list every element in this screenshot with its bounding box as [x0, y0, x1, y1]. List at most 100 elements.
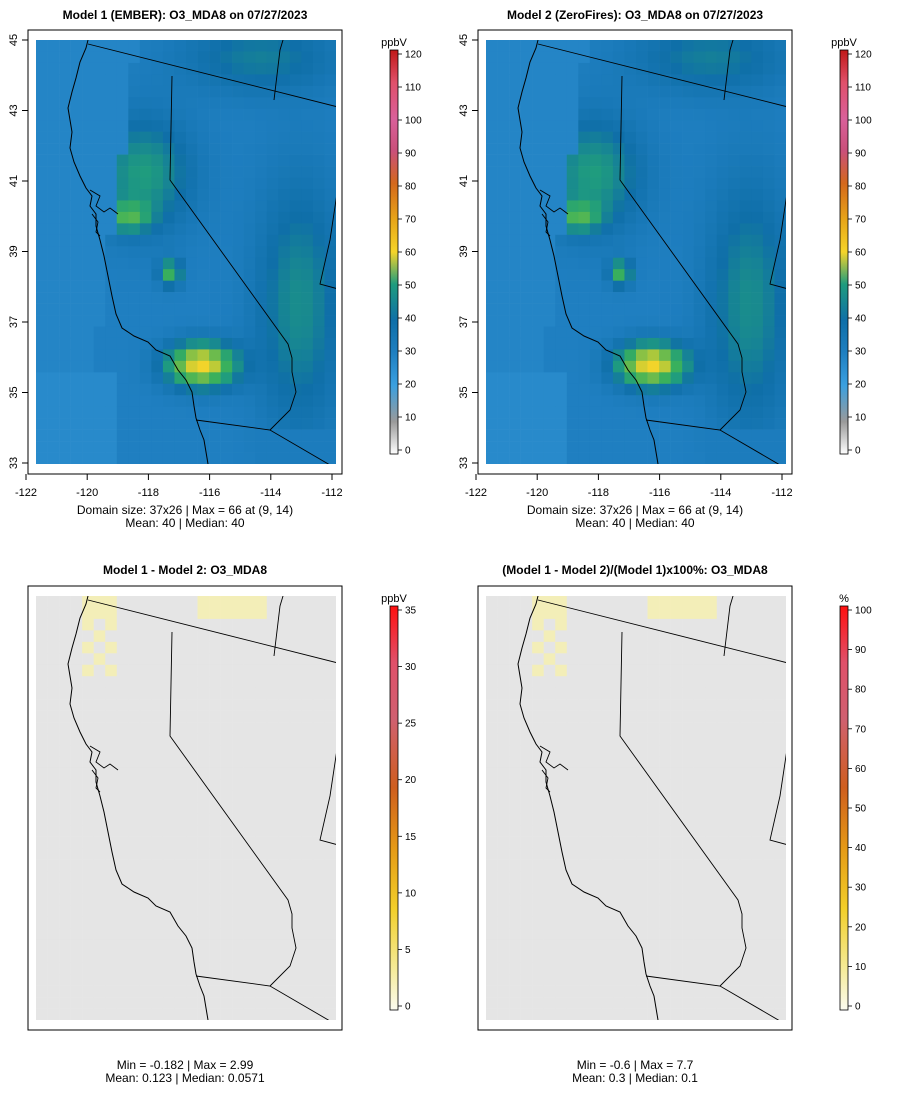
grid-cell	[116, 974, 129, 986]
grid-cell	[693, 836, 706, 849]
grid-cell	[647, 699, 660, 711]
grid-cell	[105, 395, 118, 407]
grid-cell	[682, 166, 694, 178]
grid-cell	[243, 51, 256, 64]
grid-cell	[532, 166, 544, 178]
grid-cell	[82, 790, 94, 803]
grid-cell	[762, 234, 775, 247]
grid-cell	[716, 62, 729, 75]
grid-cell	[209, 349, 221, 362]
grid-cell	[243, 395, 256, 407]
grid-cell	[486, 630, 498, 643]
grid-cell	[520, 62, 533, 75]
grid-cell	[139, 166, 152, 178]
grid-cell	[636, 360, 648, 373]
grid-cell	[543, 131, 556, 144]
grid-cell	[716, 596, 729, 608]
grid-cell	[532, 372, 544, 385]
grid-cell	[186, 802, 198, 815]
grid-cell	[670, 802, 683, 815]
grid-cell	[728, 269, 741, 281]
grid-cell	[105, 974, 118, 986]
grid-cell	[543, 836, 556, 849]
grid-cell	[774, 767, 786, 780]
grid-cell	[543, 337, 556, 350]
grid-cell	[82, 257, 94, 270]
grid-cell	[70, 257, 83, 270]
grid-cell	[739, 871, 752, 883]
grid-cell	[739, 85, 752, 98]
grid-cell	[278, 85, 291, 98]
grid-cell	[612, 154, 625, 167]
grid-cell	[739, 234, 752, 247]
grid-cell	[739, 429, 752, 442]
grid-cell	[497, 143, 510, 155]
grid-cell	[751, 429, 764, 442]
grid-cell	[647, 211, 660, 224]
grid-cell	[174, 452, 187, 464]
grid-cell	[682, 928, 694, 941]
grid-cell	[93, 360, 106, 373]
grid-cell	[255, 710, 268, 723]
grid-cell	[578, 985, 591, 998]
grid-cell	[670, 337, 683, 350]
grid-cell	[647, 120, 660, 132]
grid-cell	[566, 951, 579, 963]
grid-cell	[289, 246, 302, 259]
grid-cell	[509, 315, 521, 327]
grid-cell	[139, 882, 152, 895]
grid-cell	[693, 985, 706, 998]
grid-cell	[566, 744, 579, 757]
grid-cell	[543, 985, 556, 998]
grid-cell	[486, 882, 498, 895]
grid-cell	[636, 452, 648, 464]
grid-cell	[612, 177, 625, 190]
grid-cell	[105, 372, 118, 385]
grid-cell	[209, 1008, 221, 1020]
grid-cell	[497, 687, 510, 700]
grid-cell	[670, 928, 683, 941]
grid-cell	[243, 722, 256, 734]
grid-cell	[209, 154, 221, 167]
grid-cell	[497, 676, 510, 688]
grid-cell	[312, 131, 325, 144]
grid-cell	[670, 326, 683, 339]
grid-cell	[716, 326, 729, 339]
grid-cell	[532, 337, 544, 350]
grid-cell	[624, 985, 637, 998]
grid-cell	[243, 257, 256, 270]
grid-cell	[647, 97, 660, 110]
grid-cell	[324, 664, 336, 677]
grid-cell	[266, 97, 279, 110]
grid-cell	[36, 928, 48, 941]
grid-cell	[739, 97, 752, 110]
grid-cell	[659, 916, 671, 929]
grid-cell	[197, 985, 210, 998]
grid-cell	[151, 630, 164, 643]
x-tick-label: -122	[465, 487, 487, 499]
colorbar-tick-label: 70	[855, 724, 867, 735]
grid-cell	[739, 406, 752, 419]
grid-cell	[255, 74, 268, 87]
grid-cell	[555, 188, 568, 201]
grid-cell	[324, 893, 336, 906]
grid-cell	[601, 985, 614, 998]
grid-cell	[555, 699, 568, 711]
grid-cell	[566, 360, 579, 373]
grid-cell	[162, 372, 175, 385]
grid-cell	[774, 607, 786, 620]
grid-cell	[243, 641, 256, 654]
grid-cell	[36, 802, 48, 815]
grid-cell	[116, 154, 129, 167]
grid-cell	[186, 395, 198, 407]
grid-cell	[47, 664, 60, 677]
grid-cell	[266, 51, 279, 64]
grid-cell	[751, 607, 764, 620]
grid-cell	[509, 406, 521, 419]
grid-cell	[266, 441, 279, 453]
grid-cell	[693, 51, 706, 64]
grid-cell	[324, 722, 336, 734]
grid-cell	[105, 641, 118, 654]
grid-cell	[682, 326, 694, 339]
grid-cell	[209, 280, 221, 293]
